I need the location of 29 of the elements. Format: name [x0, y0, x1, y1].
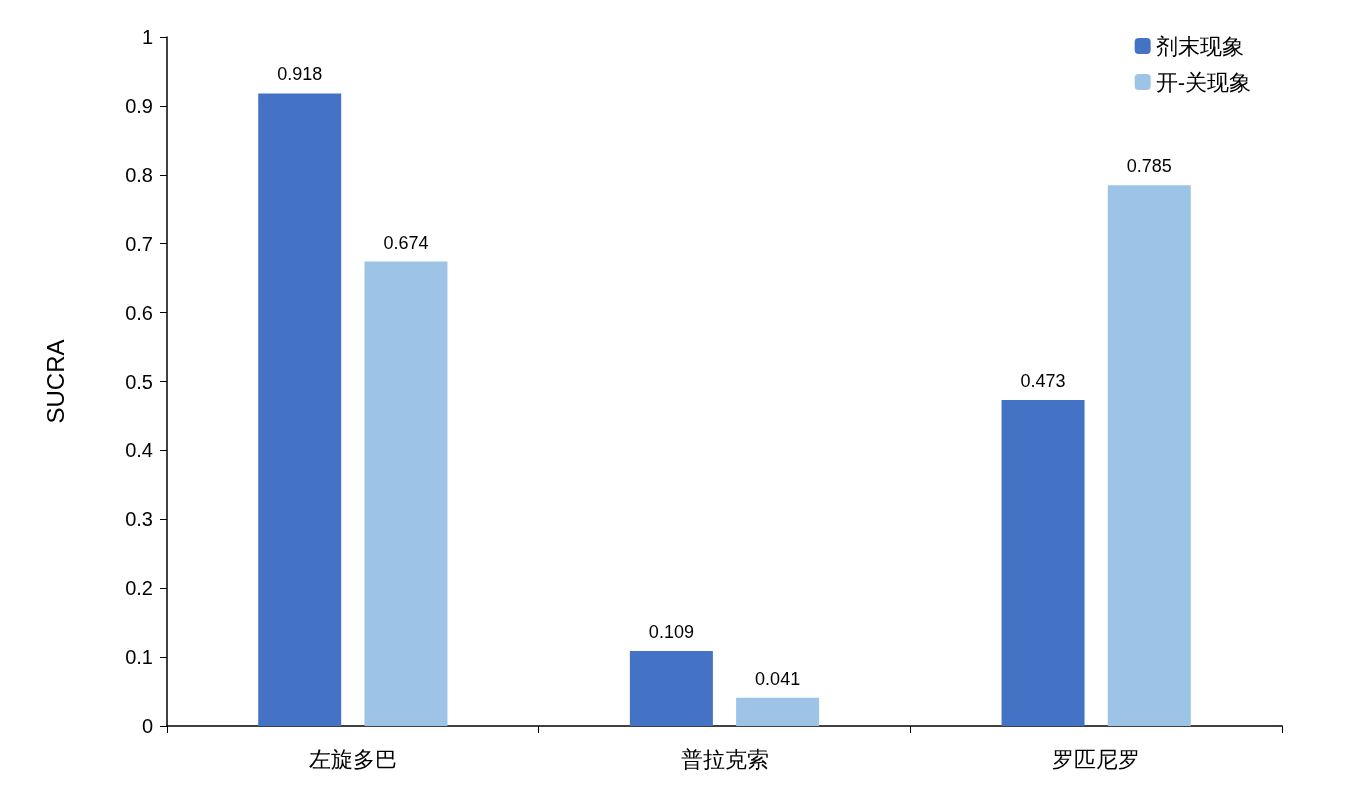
- y-tick-label: 0.4: [125, 439, 153, 462]
- bar: [736, 697, 820, 726]
- data-label: 0.473: [1020, 371, 1066, 392]
- y-tick-label: 0.8: [125, 163, 153, 186]
- bar: [1001, 400, 1085, 726]
- y-tick-label: 0.3: [125, 508, 153, 531]
- y-tick-label: 1: [141, 26, 153, 48]
- bar: [364, 261, 448, 726]
- data-label: 0.041: [755, 668, 801, 689]
- x-tick-label: 普拉克索: [680, 746, 769, 772]
- data-label: 0.918: [277, 64, 323, 85]
- data-label: 0.109: [648, 621, 694, 642]
- y-tick-label: 0.5: [125, 370, 153, 393]
- data-label: 0.785: [1126, 156, 1172, 177]
- y-axis-title: SUCRA: [41, 339, 69, 424]
- x-tick-label: 左旋多巴: [308, 746, 397, 772]
- bar: [258, 93, 342, 726]
- bar: [629, 650, 713, 726]
- y-tick-label: 0.7: [125, 232, 153, 255]
- data-label: 0.674: [383, 232, 429, 253]
- y-tick-label: 0: [141, 715, 153, 737]
- y-tick-label: 0.1: [125, 646, 153, 669]
- y-tick-label: 0.9: [125, 94, 153, 117]
- y-tick-label: 0.2: [125, 577, 153, 600]
- bar: [1107, 185, 1191, 726]
- legend-label: 剂末现象: [1155, 33, 1244, 59]
- x-tick-label: 罗匹尼罗: [1052, 746, 1141, 772]
- y-tick-label: 0.6: [125, 301, 153, 324]
- legend-label: 开-关现象: [1155, 69, 1251, 95]
